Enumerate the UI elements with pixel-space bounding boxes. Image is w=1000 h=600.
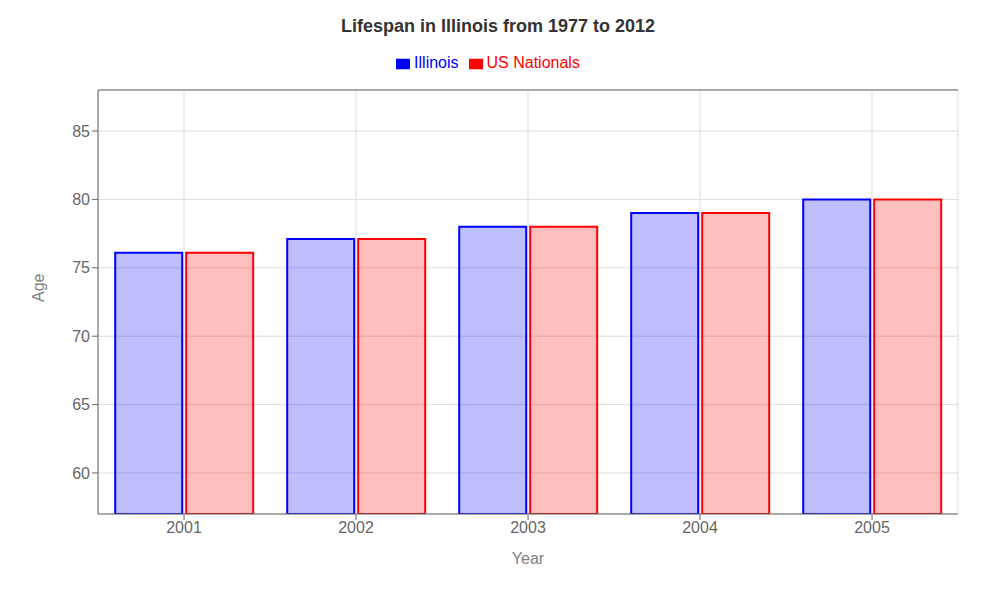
- svg-text:60: 60: [72, 465, 90, 482]
- svg-text:2004: 2004: [682, 519, 718, 536]
- svg-text:2001: 2001: [166, 519, 202, 536]
- svg-text:85: 85: [72, 123, 90, 140]
- svg-text:80: 80: [72, 191, 90, 208]
- svg-text:2003: 2003: [510, 519, 546, 536]
- svg-text:2005: 2005: [854, 519, 890, 536]
- svg-text:Year: Year: [512, 550, 545, 567]
- svg-text:Age: Age: [30, 273, 47, 302]
- html-text:Illinois: Illinois: [414, 54, 459, 71]
- html-text:Lifespan in Illinois from 1977: Lifespan in Illinois from 1977 to 2012: [340, 16, 655, 36]
- html-text:US Nationals: US Nationals: [486, 54, 580, 71]
- svg-text:2002: 2002: [338, 519, 374, 536]
- svg-text:65: 65: [72, 396, 90, 413]
- svg-text:70: 70: [72, 328, 90, 345]
- svg-text:75: 75: [72, 259, 90, 276]
